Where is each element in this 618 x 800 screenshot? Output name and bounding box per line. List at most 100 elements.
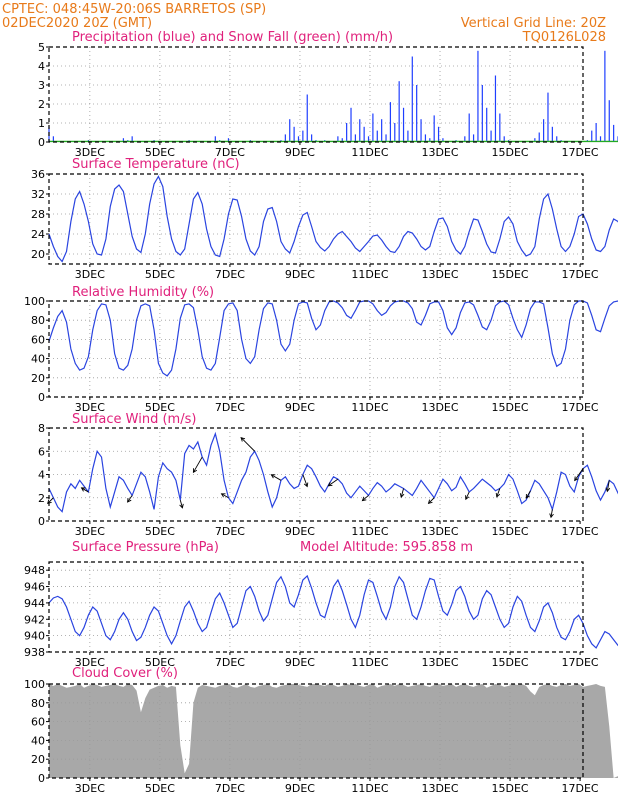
x-tick-label: 11DEC — [351, 782, 388, 795]
wind-arrow-shaft — [193, 456, 203, 473]
wind-arrow-head — [179, 503, 184, 509]
wind-arrow-head — [427, 499, 433, 505]
precip-bar — [381, 119, 383, 142]
precip-bar — [551, 126, 553, 142]
wind-arrow-shaft — [574, 468, 584, 481]
y-tick-label: 2 — [38, 98, 45, 111]
x-tick-label: 9DEC — [285, 525, 315, 538]
wind-panel: 0 2 4 6 8 3DEC 5DEC 7DEC 9DEC 11DEC 13DEC 15DEC 17DE… — [38, 422, 618, 538]
wind-panel-title: Surface Wind (m/s) — [72, 412, 196, 427]
x-tick-label: 7DEC — [215, 525, 245, 538]
y-tick-label: 32 — [31, 188, 45, 201]
wind-arrow-shaft — [302, 474, 308, 487]
x-tick-label: 11DEC — [351, 146, 388, 159]
y-tick-label: 942 — [24, 613, 45, 626]
x-tick-label: 3DEC — [75, 401, 105, 414]
x-tick-label: 7DEC — [215, 782, 245, 795]
wind-arrow-head — [327, 481, 333, 487]
wind-arrow-head — [80, 487, 86, 492]
x-tick-label: 13DEC — [421, 401, 458, 414]
precip-bar — [407, 130, 409, 142]
precip-bar — [398, 81, 400, 142]
wind-arrow-head — [399, 493, 405, 499]
x-tick-label: 3DEC — [75, 268, 105, 281]
y-tick-label: 100 — [24, 295, 45, 308]
x-tick-label: 11DEC — [351, 525, 388, 538]
y-tick-label: 36 — [31, 168, 45, 181]
precip-bar — [367, 136, 370, 142]
x-tick-label: 3DEC — [75, 525, 105, 538]
precip-bar — [591, 130, 593, 142]
x-tick-label: 15DEC — [491, 268, 528, 281]
x-tick-label: 5DEC — [145, 656, 175, 669]
precip-bar — [52, 136, 54, 142]
wind-arrow-head — [270, 474, 276, 479]
precip-bar — [499, 113, 501, 142]
x-tick-label: 9DEC — [285, 146, 315, 159]
cloud-panel: 0 20 40 60 80 100 3DEC 5DEC 7DEC 9DEC 11DEC 13DEC 15… — [24, 678, 618, 795]
x-tick-label: 3DEC — [75, 782, 105, 795]
precip-bar — [363, 126, 365, 142]
y-tick-label: 4 — [38, 469, 45, 482]
precip-bar — [416, 85, 418, 142]
wind-arrow-head — [574, 476, 579, 482]
rh-panel-title: Relative Humidity (%) — [72, 285, 214, 300]
precip-bar — [429, 138, 431, 142]
y-tick-label: 60 — [31, 333, 45, 346]
precip-bar — [613, 124, 615, 142]
precip-bar — [372, 113, 374, 142]
y-tick-label: 5 — [38, 41, 45, 54]
y-tick-label: 946 — [24, 581, 45, 594]
y-tick-label: 28 — [31, 208, 45, 221]
wind-arrow-shaft — [271, 474, 282, 481]
wind-arrow-head — [47, 499, 52, 505]
y-tick-label: 6 — [38, 445, 45, 458]
wind-arrow-head — [549, 513, 554, 519]
precip-bar — [486, 107, 488, 142]
wind-arrow-head — [240, 437, 246, 442]
x-tick-label: 9DEC — [285, 782, 315, 795]
rh-panel: 0 20 40 60 80 100 3DEC 5DEC 7DEC 9DEC 11DEC 13DEC 15… — [24, 295, 618, 414]
x-tick-label: 15DEC — [491, 146, 528, 159]
precip-bar — [376, 130, 378, 142]
precip-bar — [227, 138, 230, 142]
precip-bar — [556, 136, 558, 142]
x-tick-label: 5DEC — [145, 782, 175, 795]
precip-bar — [354, 134, 356, 142]
wind-arrow-head — [303, 482, 309, 488]
precip-bar — [385, 134, 387, 142]
x-tick-label: 11DEC — [351, 401, 388, 414]
temp-panel-title: Surface Temperature (nC) — [72, 157, 240, 172]
precip-panel: 0 1 2 3 4 5 3DEC 5DEC 7DEC 9DEC 11DEC 13DEC 15DEC 17D… — [38, 41, 618, 159]
wind-arrow-shaft — [221, 493, 229, 499]
x-tick-label: 7DEC — [215, 146, 245, 159]
x-tick-label: 5DEC — [145, 525, 175, 538]
precip-bar — [595, 123, 597, 142]
precip-bar — [341, 138, 343, 142]
wind-arrow-shaft — [606, 480, 610, 492]
y-tick-label: 0 — [38, 391, 45, 404]
precip-bar — [494, 75, 497, 142]
wind-arrow-shaft — [496, 488, 501, 498]
pressure-panel-title: Surface Pressure (hPa) — [72, 540, 219, 555]
y-tick-label: 938 — [24, 646, 45, 659]
panel-frame — [48, 427, 584, 522]
x-tick-label: 3DEC — [75, 656, 105, 669]
pressure-panel: 938 940 942 944 946 948 3DEC 5DEC 7DEC 9DEC 11DEC 1… — [24, 561, 618, 669]
panel-frame — [48, 300, 584, 398]
y-tick-label: 4 — [38, 60, 45, 73]
precip-bar — [302, 130, 304, 142]
y-tick-label: 100 — [24, 678, 45, 691]
precip-bar — [424, 134, 427, 142]
wind-arrow-head — [465, 495, 470, 501]
x-tick-label: 15DEC — [491, 782, 528, 795]
precip-panel-title: Precipitation (blue) and Snow Fall (gree… — [72, 30, 393, 45]
temp-series-line — [48, 175, 618, 263]
precip-bar — [437, 126, 440, 142]
x-tick-label: 17DEC — [562, 401, 599, 414]
y-tick-label: 80 — [31, 314, 45, 327]
y-tick-label: 1 — [38, 117, 45, 130]
wind-arrow-shaft — [400, 488, 404, 498]
wind-arrow-shaft — [81, 487, 89, 493]
x-tick-label: 9DEC — [285, 401, 315, 414]
